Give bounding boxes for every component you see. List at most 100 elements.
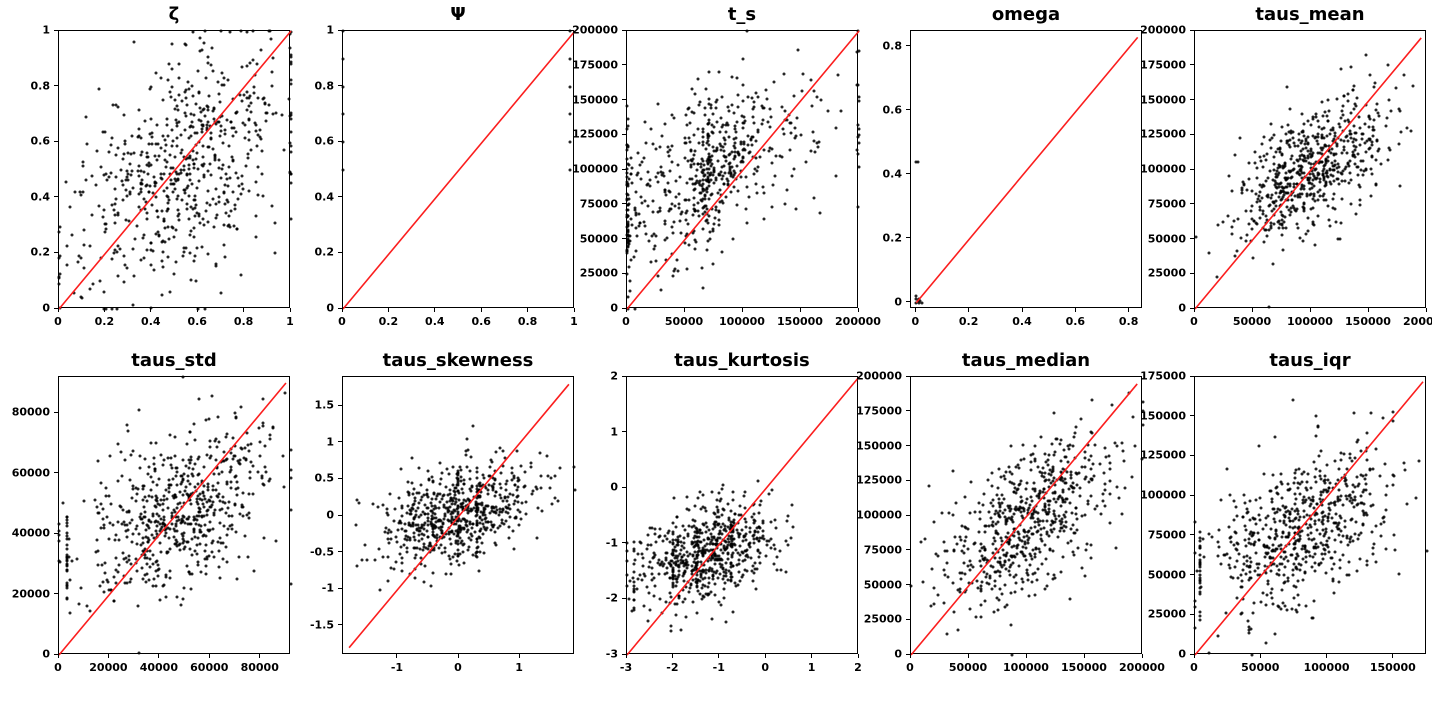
scatter-point <box>672 497 675 500</box>
scatter-point <box>154 182 157 185</box>
scatter-point <box>1296 194 1299 197</box>
scatter-point <box>745 185 748 188</box>
y-tick-label: -1 <box>322 582 334 595</box>
scatter-point <box>225 483 228 486</box>
scatter-point <box>1085 543 1088 546</box>
scatter-point <box>1065 521 1068 524</box>
scatter-point <box>1282 187 1285 190</box>
scatter-point <box>114 175 117 178</box>
x-tick-label: 200000 <box>1403 315 1432 328</box>
scatter-point <box>474 509 477 512</box>
scatter-point <box>921 580 924 583</box>
y-tick-label: 1 <box>42 24 50 37</box>
scatter-point <box>675 563 678 566</box>
scatter-point <box>213 156 216 159</box>
scatter-point <box>462 543 465 546</box>
identity-line <box>343 31 575 309</box>
scatter-point <box>1000 493 1003 496</box>
scatter-point <box>456 553 459 556</box>
scatter-point <box>918 301 921 304</box>
scatter-point <box>431 528 434 531</box>
scatter-point <box>657 573 660 576</box>
scatter-point <box>1365 511 1368 514</box>
scatter-point <box>1275 181 1278 184</box>
scatter-point <box>1059 442 1062 445</box>
scatter-point <box>478 482 481 485</box>
scatter-point <box>687 243 690 246</box>
scatter-point <box>683 598 686 601</box>
scatter-point <box>932 521 935 524</box>
scatter-point <box>641 202 644 205</box>
scatter-point <box>1017 532 1020 535</box>
scatter-point <box>412 546 415 549</box>
scatter-point <box>199 221 202 224</box>
scatter-point <box>646 585 649 588</box>
scatter-point <box>713 554 716 557</box>
scatter-point <box>633 558 636 561</box>
scatter-point <box>1272 263 1275 266</box>
scatter-point <box>456 516 459 519</box>
scatter-point <box>157 235 160 238</box>
scatter-point <box>1034 488 1037 491</box>
scatter-point <box>289 145 292 148</box>
scatter-point <box>1065 497 1068 500</box>
scatter-point <box>475 507 478 510</box>
scatter-point <box>462 482 465 485</box>
scatter-point <box>953 548 956 551</box>
scatter-point <box>461 488 464 491</box>
scatter-point <box>176 194 179 197</box>
scatter-point <box>217 159 220 162</box>
scatter-point <box>1008 507 1011 510</box>
scatter-point <box>1067 448 1070 451</box>
scatter-point <box>1365 167 1368 170</box>
scatter-point <box>943 549 946 552</box>
scatter-point <box>646 182 649 185</box>
scatter-point <box>507 525 510 528</box>
scatter-point <box>106 580 109 583</box>
scatter-point <box>712 552 715 555</box>
scatter-point <box>160 293 163 296</box>
scatter-point <box>758 526 761 529</box>
scatter-point <box>400 546 403 549</box>
scatter-point <box>268 30 271 33</box>
scatter-point <box>476 510 479 513</box>
scatter-point <box>188 570 191 573</box>
scatter-point <box>1063 481 1066 484</box>
scatter-point <box>109 172 112 175</box>
scatter-point <box>423 545 426 548</box>
scatter-point <box>204 209 207 212</box>
scatter-point <box>1242 494 1245 497</box>
scatter-point <box>119 451 122 454</box>
scatter-point <box>467 528 470 531</box>
scatter-point <box>164 150 167 153</box>
scatter-point <box>226 177 229 180</box>
identity-line <box>343 377 575 655</box>
x-tick-label: 0 <box>54 661 62 674</box>
scatter-point <box>1308 162 1311 165</box>
scatter-point <box>683 564 686 567</box>
scatter-point <box>695 181 698 184</box>
scatter-point <box>984 547 987 550</box>
scatter-point <box>626 226 629 229</box>
scatter-point <box>1328 110 1331 113</box>
scatter-point <box>233 444 236 447</box>
scatter-point <box>450 522 453 525</box>
scatter-point <box>654 541 657 544</box>
scatter-point <box>1102 492 1105 495</box>
scatter-point <box>180 198 183 201</box>
scatter-point <box>1280 199 1283 202</box>
scatter-point <box>433 507 436 510</box>
scatter-point <box>752 105 755 108</box>
scatter-point <box>627 229 630 232</box>
scatter-point <box>99 165 102 168</box>
scatter-point <box>757 530 760 533</box>
scatter-point <box>1063 448 1066 451</box>
scatter-point <box>937 594 940 597</box>
scatter-point <box>140 259 143 262</box>
scatter-point <box>1289 206 1292 209</box>
scatter-point <box>198 507 201 510</box>
scatter-point <box>730 544 733 547</box>
scatter-point <box>626 584 629 587</box>
scatter-point <box>153 181 156 184</box>
scatter-point <box>691 182 694 185</box>
